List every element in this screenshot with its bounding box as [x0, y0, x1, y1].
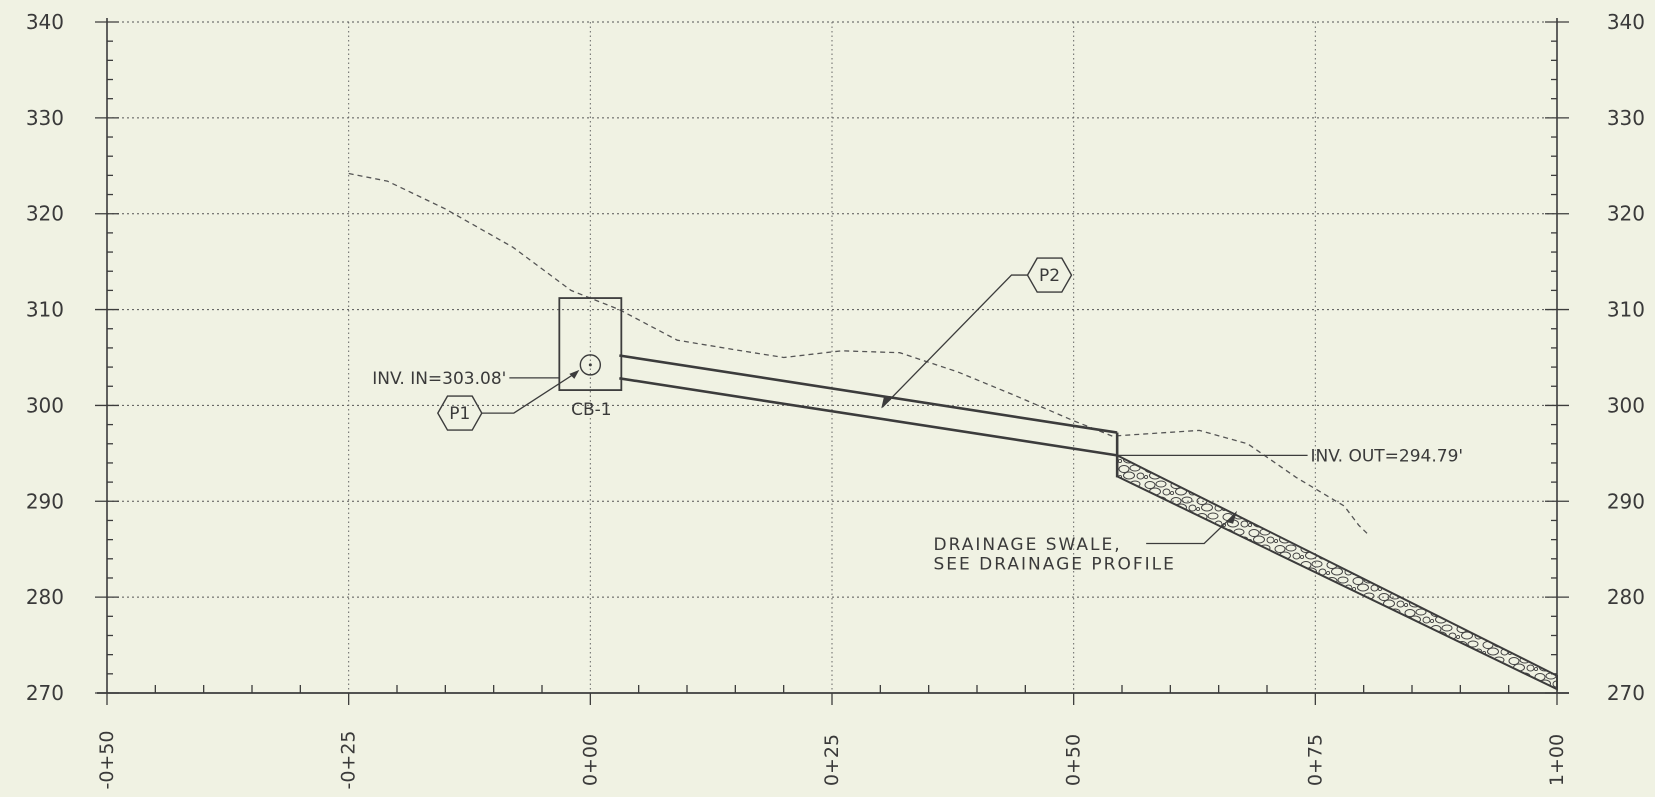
hexagon-tag-icon — [1026, 257, 1073, 293]
inlet-center-dot — [588, 363, 592, 367]
station-labels: -0+50 -0+25 0+00 0+25 0+50 0+75 1+00 — [96, 730, 1568, 789]
storm-pipe — [619, 354, 1119, 478]
swale-leader-arrowhead — [1226, 510, 1238, 524]
elevation-label-left: 310 — [26, 298, 64, 322]
elevation-label-left: 270 — [26, 681, 64, 705]
elevation-label-right: 310 — [1607, 298, 1645, 322]
station-label: -0+25 — [338, 730, 360, 789]
elevation-label-left: 290 — [26, 489, 64, 513]
elevation-label-right: 300 — [1607, 393, 1645, 417]
station-label: 0+25 — [821, 734, 843, 786]
invert-out-label: INV. OUT=294.79' — [1311, 446, 1464, 466]
existing-ground-line — [348, 172, 1369, 536]
station-label: -0+50 — [96, 730, 118, 789]
swale-note-line-2: SEE DRAINAGE PROFILE — [934, 554, 1176, 574]
elevation-label-left: 330 — [26, 106, 64, 130]
tag-p1-arrowhead — [569, 369, 580, 379]
tag-p1-label: P1 — [449, 404, 470, 424]
drainage-swale — [1116, 453, 1558, 691]
swale-note-line-1: DRAINAGE SWALE, — [934, 535, 1122, 555]
annotations: CB-1 INV. IN=303.08' INV. OUT=294.79' DR… — [372, 257, 1464, 574]
catch-basin — [558, 297, 623, 391]
station-label: 0+00 — [579, 734, 601, 786]
tag-p2-arrowhead — [881, 395, 892, 409]
tag-p2-label: P2 — [1039, 266, 1060, 286]
swale-note-leader — [1146, 512, 1237, 545]
invert-in-label: INV. IN=303.08' — [372, 369, 506, 389]
elevation-label-left: 340 — [26, 10, 64, 34]
catch-basin-label: CB-1 — [571, 400, 611, 420]
pipe-crown-line — [619, 354, 1118, 434]
pipe-tag-p2: P2 — [1026, 257, 1073, 293]
station-label: 0+50 — [1063, 734, 1085, 786]
tag-p2-leader — [881, 274, 1028, 408]
elevation-label-left: 320 — [26, 202, 64, 226]
swale-riprap — [1116, 453, 1558, 691]
elevation-label-right: 340 — [1607, 10, 1645, 34]
elevation-label-right: 330 — [1607, 106, 1645, 130]
station-label: 1+00 — [1546, 734, 1568, 786]
elevation-label-right: 290 — [1607, 489, 1645, 513]
elevation-label-right: 280 — [1607, 585, 1645, 609]
grid-lines — [107, 21, 1557, 693]
axes — [97, 18, 1569, 694]
station-label: 0+75 — [1304, 734, 1326, 786]
elevation-label-left: 300 — [26, 393, 64, 417]
elevation-labels-right: 340 330 320 310 300 290 280 270 — [1607, 10, 1645, 705]
elevation-labels-left: 340 330 320 310 300 290 280 270 — [26, 10, 64, 705]
elevation-label-left: 280 — [26, 585, 64, 609]
catch-basin-structure — [558, 297, 623, 391]
elevation-label-right: 320 — [1607, 202, 1645, 226]
pipe-invert-line — [619, 377, 1118, 457]
hexagon-tag-icon — [436, 395, 483, 431]
pipe-tag-p1: P1 — [436, 395, 483, 431]
elevation-label-right: 270 — [1607, 681, 1645, 705]
inlet-pipe-circle — [579, 354, 602, 376]
tag-p1-leader — [481, 371, 578, 414]
